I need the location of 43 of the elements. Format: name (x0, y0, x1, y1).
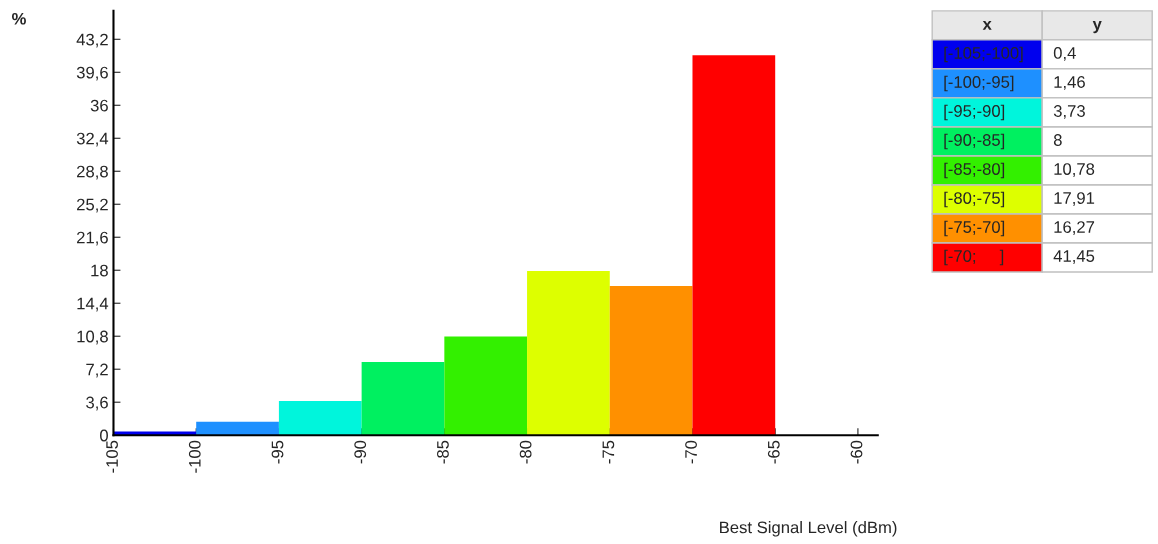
category-label: [-95;-90] (944, 104, 1005, 121)
y-tick-label: 14,4 (77, 297, 109, 312)
text: 16,27 (1054, 221, 1095, 235)
x-tick-label: -80 (519, 440, 532, 464)
y-tick-label: 10,8 (77, 330, 108, 345)
text: 10,78 (1054, 163, 1095, 177)
category-label: [-90;-85] (944, 133, 1005, 150)
y-tick-label: 7,2 (86, 363, 108, 378)
x-tick-label: -75 (602, 440, 615, 464)
x-tick-label: -90 (354, 440, 367, 464)
category-label: [-70; ] (944, 249, 1004, 266)
y-tick-label: 21,6 (77, 231, 108, 246)
y-tick-label: 28,8 (77, 165, 108, 180)
text: 3,73 (1053, 105, 1085, 119)
category-label: [-85;-80] (944, 162, 1005, 179)
x-tick-label: -95 (271, 440, 284, 464)
x-tick-label: -70 (685, 440, 697, 464)
y-tick-label: 0 (100, 429, 108, 442)
x-tick-label: -85 (437, 440, 449, 464)
y-tick-label: 36 (90, 99, 108, 112)
y-axis-title: % (11, 12, 26, 25)
text: 41,45 (1053, 250, 1095, 264)
category-label: [-100;-95] (944, 75, 1014, 92)
category-label: [-105;-100] (944, 46, 1023, 63)
text: 0,4 (1053, 47, 1076, 61)
x-tick-label: -100 (188, 440, 201, 473)
text: x (982, 20, 992, 30)
y-tick-label: 18 (91, 264, 108, 277)
text: y (1092, 20, 1102, 34)
y-tick-label: 32,4 (76, 132, 109, 147)
y-tick-label: 3,6 (86, 396, 108, 411)
y-tick-label: 39,6 (76, 66, 108, 81)
text: 1,46 (1054, 76, 1085, 90)
category-label: [-80;-75] (944, 191, 1005, 208)
x-tick-label: -105 (106, 440, 118, 473)
text: 8 (1053, 134, 1062, 146)
text: 17,91 (1054, 192, 1095, 206)
y-tick-label: 43,2 (76, 33, 108, 48)
x-tick-label: -60 (850, 440, 863, 464)
x-tick-label: -65 (767, 440, 780, 464)
y-tick-label: 25,2 (77, 198, 108, 213)
x-axis-title: Best Signal Level (dBm) (720, 521, 897, 537)
category-label: [-75;-70] (944, 220, 1005, 237)
